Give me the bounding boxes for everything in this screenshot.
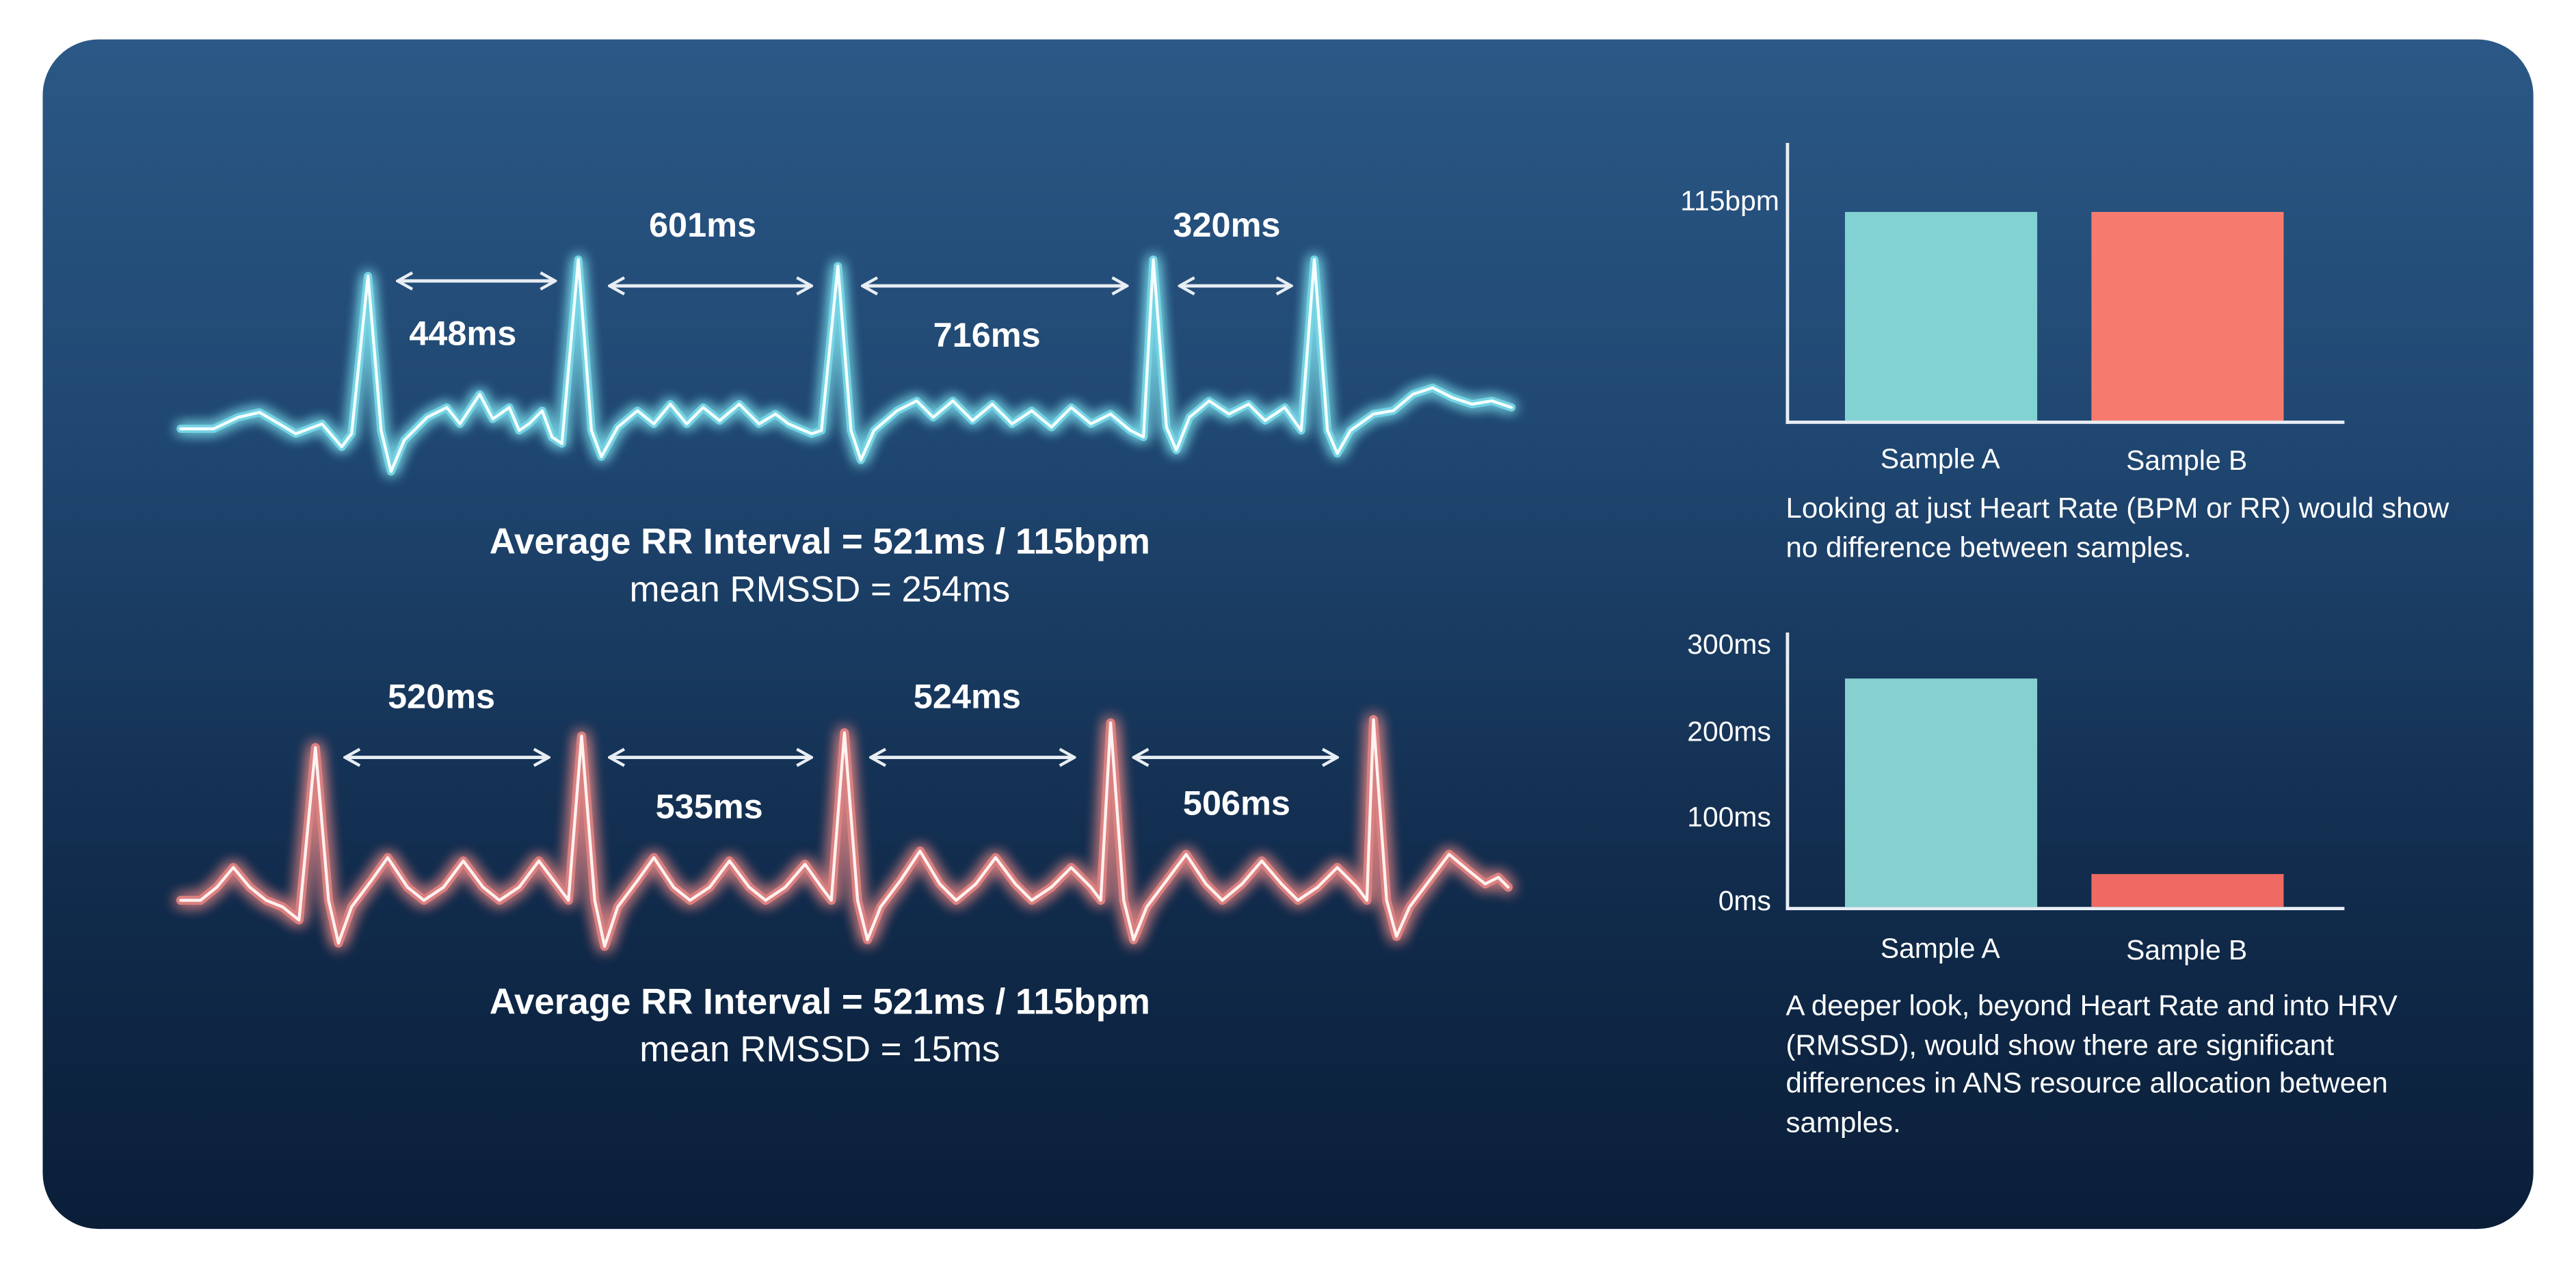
hr-y-tick: 115bpm xyxy=(1680,185,1779,217)
hr-x-axis xyxy=(1785,421,2345,424)
rmssd-caption: A deeper look, beyond Heart Rate and int… xyxy=(1785,989,2398,1138)
interval-label-b3: 524ms xyxy=(913,678,1021,717)
rmssd-bar-sample-a xyxy=(1845,678,2038,907)
rmssd-bar-sample-b xyxy=(2091,874,2284,907)
rmssd-y-tick-300: 300ms xyxy=(1687,629,1771,661)
hr-bar-sample-a xyxy=(1845,211,2038,421)
interval-label-b1: 520ms xyxy=(387,678,496,717)
interval-label-a4: 320ms xyxy=(1173,207,1281,245)
rmssd-y-tick-200: 200ms xyxy=(1687,716,1771,748)
hr-y-axis xyxy=(1785,143,1790,424)
hr-category-b: Sample B xyxy=(2126,445,2248,477)
sample-b-rmssd: mean RMSSD = 15ms xyxy=(639,1028,1000,1070)
hr-category-a: Sample A xyxy=(1880,443,2000,475)
interval-label-b2: 535ms xyxy=(655,788,763,827)
interval-label-a3: 716ms xyxy=(933,317,1041,355)
rmssd-y-tick-0: 0ms xyxy=(1718,885,1771,917)
interval-label-b4: 506ms xyxy=(1182,785,1290,823)
sample-a-average-rr: Average RR Interval = 521ms / 115bpm xyxy=(489,520,1150,562)
sample-a-rmssd: mean RMSSD = 254ms xyxy=(629,568,1011,610)
rmssd-y-axis xyxy=(1785,632,1790,910)
interval-label-a1: 448ms xyxy=(409,315,517,354)
hr-bar-sample-b xyxy=(2091,211,2284,421)
sample-b-average-rr: Average RR Interval = 521ms / 115bpm xyxy=(489,981,1150,1022)
interval-label-a2: 601ms xyxy=(648,207,757,245)
rmssd-x-axis xyxy=(1785,907,2345,910)
rmssd-category-a: Sample A xyxy=(1880,933,2000,965)
rmssd-category-b: Sample B xyxy=(2126,935,2248,966)
rmssd-y-tick-100: 100ms xyxy=(1687,801,1771,834)
hr-caption: Looking at just Heart Rate (BPM or RR) w… xyxy=(1785,491,2449,563)
